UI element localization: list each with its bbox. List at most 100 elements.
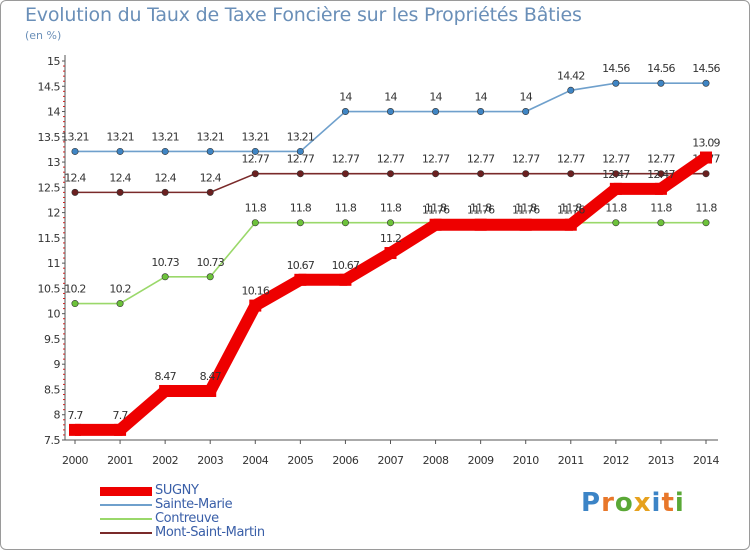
data-point-sainte-marie — [657, 79, 665, 87]
data-label-contreuve: 11.8 — [605, 202, 627, 215]
y-tick-label: 8 — [54, 409, 61, 422]
legend-swatch-contreuve — [100, 518, 152, 520]
y-tick-label: 11 — [47, 257, 60, 270]
data-label-mont-saint-martin: 12.77 — [557, 153, 585, 166]
data-point-sugny — [564, 218, 577, 231]
data-label-contreuve: 11.8 — [290, 202, 312, 215]
data-point-mont-saint-martin — [341, 170, 349, 178]
x-tick-label: 2011 — [558, 454, 584, 467]
data-point-sugny — [69, 423, 81, 436]
data-label-sainte-marie: 14 — [474, 91, 487, 104]
data-label-mont-saint-martin: 12.77 — [647, 153, 675, 166]
legend-swatch-mont-saint-martin — [100, 532, 152, 534]
data-label-sugny: 7.7 — [113, 409, 129, 422]
data-point-sainte-marie — [432, 108, 440, 116]
data-point-sainte-marie — [522, 108, 530, 116]
data-point-sugny — [204, 384, 217, 397]
data-label-contreuve: 11.8 — [335, 202, 357, 215]
data-point-sainte-marie — [296, 147, 304, 155]
data-point-sugny — [114, 423, 127, 436]
y-tick-label: 13.5 — [38, 131, 61, 144]
data-point-sugny — [339, 273, 352, 286]
data-point-mont-saint-martin — [477, 170, 485, 178]
data-label-sainte-marie: 14.56 — [602, 62, 630, 75]
data-point-sainte-marie — [251, 147, 259, 155]
data-point-contreuve — [116, 300, 124, 308]
data-label-mont-saint-martin: 12.77 — [242, 153, 270, 166]
y-tick-label: 9.5 — [44, 333, 60, 346]
data-label-sugny: 11.76 — [422, 204, 450, 217]
data-point-sugny — [429, 218, 442, 231]
chart-title: Evolution du Taux de Taxe Foncière sur l… — [25, 4, 582, 26]
x-tick-label: 2010 — [513, 454, 539, 467]
data-label-sugny: 11.76 — [557, 204, 585, 217]
data-point-sainte-marie — [567, 86, 575, 94]
legend-label-sugny: SUGNY — [155, 483, 199, 498]
legend-label-sainte-marie: Sainte-Marie — [155, 497, 233, 512]
x-tick-label: 2003 — [197, 454, 223, 467]
data-point-mont-saint-martin — [296, 170, 304, 178]
data-label-contreuve: 10.2 — [64, 283, 85, 296]
data-point-contreuve — [206, 273, 214, 281]
data-label-sugny: 13.09 — [692, 137, 720, 150]
y-tick-label: 14.5 — [38, 80, 61, 93]
legend-item-sainte-marie: Sainte-Marie — [100, 498, 400, 512]
x-tick-label: 2012 — [603, 454, 629, 467]
x-tick-label: 2000 — [62, 454, 88, 467]
data-label-mont-saint-martin: 12.4 — [200, 171, 222, 184]
data-label-contreuve: 11.8 — [650, 202, 672, 215]
data-label-contreuve: 11.8 — [245, 202, 267, 215]
data-point-sugny — [609, 182, 622, 195]
data-label-contreuve: 11.8 — [470, 202, 492, 215]
data-label-mont-saint-martin: 12.4 — [154, 171, 176, 184]
data-point-sainte-marie — [612, 79, 620, 87]
data-label-mont-saint-martin: 12.77 — [512, 153, 540, 166]
logo-letter: i — [674, 488, 685, 518]
x-tick-label: 2014 — [693, 454, 719, 467]
data-label-mont-saint-martin: 12.77 — [332, 153, 360, 166]
data-label-sainte-marie: 14 — [384, 91, 397, 104]
x-tick-label: 2006 — [332, 454, 358, 467]
data-point-sainte-marie — [341, 108, 349, 116]
x-tick-label: 2013 — [648, 454, 674, 467]
unit-label: (en %) — [25, 29, 62, 42]
data-label-sainte-marie: 13.21 — [287, 130, 315, 143]
logo-letter: P — [581, 488, 602, 518]
data-point-mont-saint-martin — [522, 170, 530, 178]
data-label-sugny: 10.67 — [332, 259, 360, 272]
data-label-sugny: 11.76 — [467, 204, 495, 217]
data-point-sainte-marie — [71, 147, 79, 155]
x-tick-label: 2001 — [107, 454, 133, 467]
y-tick-label: 13 — [47, 156, 60, 169]
data-point-contreuve — [161, 273, 169, 281]
proxiti-logo: Proxiti — [581, 488, 685, 518]
data-point-contreuve — [702, 219, 710, 227]
data-point-contreuve — [612, 219, 620, 227]
data-point-contreuve — [296, 219, 304, 227]
y-tick-label: 9 — [54, 358, 61, 371]
data-point-mont-saint-martin — [116, 188, 124, 196]
data-label-sugny: 11.2 — [380, 232, 401, 245]
data-point-sugny — [159, 384, 172, 397]
data-label-contreuve: 10.2 — [109, 283, 130, 296]
data-label-sugny: 8.47 — [200, 370, 222, 383]
data-point-mont-saint-martin — [657, 170, 665, 178]
data-point-mont-saint-martin — [386, 170, 394, 178]
data-point-sainte-marie — [161, 147, 169, 155]
legend: SUGNY Sainte-Marie Contreuve Mont-Saint-Mar… — [100, 484, 400, 540]
logo-letter: x — [633, 488, 652, 518]
data-point-mont-saint-martin — [567, 170, 575, 178]
y-tick-label: 10 — [47, 308, 60, 321]
data-point-sugny — [700, 151, 712, 164]
data-point-sugny — [249, 299, 262, 312]
y-tick-label: 8.5 — [44, 383, 60, 396]
data-label-mont-saint-martin: 12.77 — [422, 153, 450, 166]
data-label-sainte-marie: 14.56 — [647, 62, 675, 75]
logo-letter: i — [651, 488, 662, 518]
y-tick-label: 11.5 — [38, 232, 61, 245]
data-label-contreuve: 10.73 — [196, 256, 224, 269]
data-label-mont-saint-martin: 12.77 — [287, 153, 315, 166]
legend-label-mont-saint-martin: Mont-Saint-Martin — [155, 525, 265, 540]
data-point-mont-saint-martin — [71, 188, 79, 196]
